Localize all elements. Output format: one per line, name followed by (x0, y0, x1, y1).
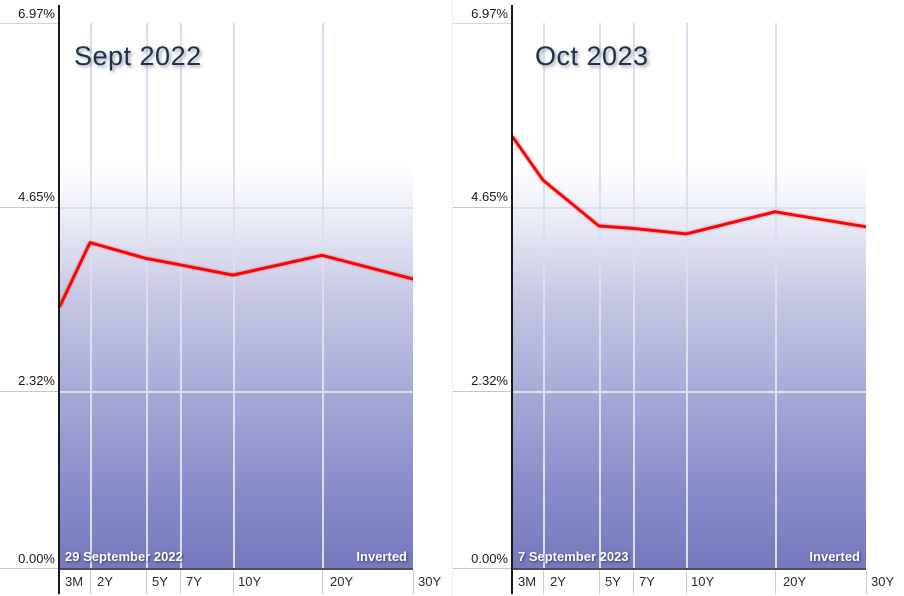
curve-canvas (60, 241, 413, 308)
x-tick-label: 5Y (152, 574, 168, 589)
date-label: 7 September 2023 (518, 549, 629, 564)
x-tick-sep (866, 570, 867, 594)
gutter-tick-2-32 (0, 391, 60, 392)
x-tick-sep (146, 570, 147, 594)
y-tick-label: 4.65% (471, 189, 508, 204)
x-tick-label: 2Y (550, 574, 566, 589)
y-tick-label: 4.65% (18, 189, 55, 204)
gridline-5y (146, 23, 148, 568)
y-axis-line (511, 5, 513, 594)
x-tick-label: 30Y (871, 574, 895, 589)
x-tick-sep (633, 570, 634, 594)
panel-title: Oct 2023 (535, 41, 649, 71)
x-tick-label: 20Y (783, 574, 807, 589)
x-tick-sep (686, 570, 687, 594)
x-axis-labels: 3M 2Y 5Y 7Y 10Y 20Y 30Y (453, 570, 904, 596)
inverted-badge: Inverted (809, 549, 860, 564)
gridline-7y (180, 23, 182, 568)
x-tick-label: 5Y (605, 574, 621, 589)
y-tick-label: 0.00% (471, 551, 508, 566)
gridline-10y (233, 23, 235, 568)
gridline-2-32pct (513, 391, 866, 393)
y-tick-label: 6.97% (18, 6, 55, 21)
y-tick-label: 0.00% (18, 551, 55, 566)
curve-canvas (513, 135, 866, 236)
y-tick-label: 2.32% (18, 373, 55, 388)
x-tick-sep (413, 570, 414, 594)
gridline-2y (90, 23, 92, 568)
x-tick-sep (233, 570, 234, 594)
gutter-tick-0-00 (453, 568, 513, 569)
date-label: 29 September 2022 (65, 549, 183, 564)
x-axis-baseline (513, 568, 866, 570)
gridline-2y (543, 23, 545, 568)
x-tick-label: 7Y (639, 574, 655, 589)
y-tick-label: 2.32% (471, 373, 508, 388)
gutter-tick-4-65 (453, 207, 513, 208)
x-tick-label: 2Y (97, 574, 113, 589)
x-tick-sep (90, 570, 91, 594)
gridline-7y (633, 23, 635, 568)
x-tick-sep (543, 570, 544, 594)
panel-sept-2022: 29 September 2022 Inverted 6.97% 4.65% 2… (0, 5, 452, 596)
gridline-20y (322, 23, 324, 568)
x-tick-label: 20Y (330, 574, 354, 589)
x-tick-label: 3M (65, 574, 84, 589)
gridline-20y (775, 23, 777, 568)
plot-area: 7 September 2023 Inverted (513, 23, 866, 568)
x-tick-label: 7Y (186, 574, 202, 589)
x-tick-sep (599, 570, 600, 594)
x-tick-label: 10Y (691, 574, 715, 589)
x-axis-labels: 3M 2Y 5Y 7Y 10Y 20Y 30Y (0, 570, 452, 596)
y-axis-line (58, 5, 60, 594)
panel-oct-2023: 7 September 2023 Inverted 6.97% 4.65% 2.… (452, 0, 904, 596)
x-tick-label: 30Y (418, 574, 442, 589)
gridline-4-65pct (513, 207, 866, 209)
plot-area: 29 September 2022 Inverted (60, 23, 413, 568)
gutter-tick-4-65 (0, 207, 60, 208)
x-tick-sep (180, 570, 181, 594)
x-tick-sep (775, 570, 776, 594)
y-tick-label: 6.97% (471, 6, 508, 21)
x-tick-label: 3M (518, 574, 537, 589)
gutter-tick-2-32 (453, 391, 513, 392)
gridline-10y (686, 23, 688, 568)
gutter-tick-0-00 (0, 568, 60, 569)
gridline-4-65pct (60, 207, 413, 209)
gridline-2-32pct (60, 391, 413, 393)
x-tick-label: 10Y (238, 574, 262, 589)
yield-curve-line (60, 241, 413, 308)
inverted-badge: Inverted (356, 549, 407, 564)
panel-title: Sept 2022 (74, 41, 202, 71)
x-tick-sep (322, 570, 323, 594)
yield-curve-line (513, 135, 866, 236)
x-axis-baseline (60, 568, 413, 570)
gridline-5y (599, 23, 601, 568)
